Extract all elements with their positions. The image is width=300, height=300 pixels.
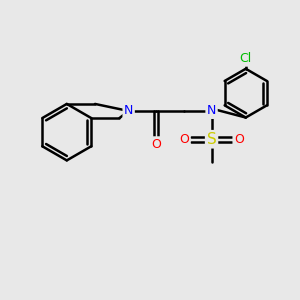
Text: Cl: Cl [240, 52, 252, 65]
Text: S: S [207, 132, 216, 147]
Text: N: N [124, 104, 133, 118]
Text: O: O [179, 133, 189, 146]
Text: O: O [234, 133, 244, 146]
Text: O: O [151, 138, 161, 151]
Text: N: N [207, 104, 216, 118]
